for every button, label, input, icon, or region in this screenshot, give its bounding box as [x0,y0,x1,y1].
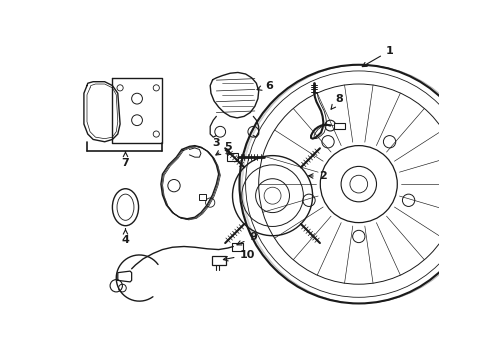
Text: 8: 8 [330,94,343,109]
Text: 7: 7 [122,152,129,167]
Bar [199,194,205,200]
Bar [226,153,238,161]
Text: 9: 9 [237,232,257,245]
Text: 6: 6 [257,81,272,91]
Bar [212,256,226,265]
Bar [333,122,344,129]
Text: 1: 1 [362,46,393,67]
Text: 10: 10 [223,250,254,261]
Text: 2: 2 [308,171,326,181]
Text: 3: 3 [212,138,230,155]
Text: 4: 4 [122,229,129,244]
Text: 5: 5 [215,142,231,155]
